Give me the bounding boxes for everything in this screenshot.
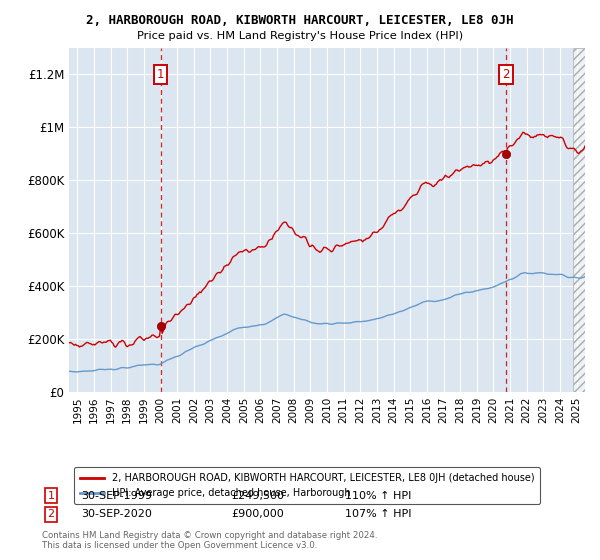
Text: £900,000: £900,000 xyxy=(231,509,284,519)
Text: 2: 2 xyxy=(47,509,55,519)
Text: 1: 1 xyxy=(157,68,164,81)
Legend: 2, HARBOROUGH ROAD, KIBWORTH HARCOURT, LEICESTER, LE8 0JH (detached house), HPI:: 2, HARBOROUGH ROAD, KIBWORTH HARCOURT, L… xyxy=(74,468,540,504)
Bar xyxy=(572,48,589,392)
Text: 110% ↑ HPI: 110% ↑ HPI xyxy=(345,491,412,501)
Text: 30-SEP-2020: 30-SEP-2020 xyxy=(81,509,152,519)
Text: Price paid vs. HM Land Registry's House Price Index (HPI): Price paid vs. HM Land Registry's House … xyxy=(137,31,463,41)
Text: 107% ↑ HPI: 107% ↑ HPI xyxy=(345,509,412,519)
Text: 1: 1 xyxy=(47,491,55,501)
Bar xyxy=(572,48,589,392)
Text: Contains HM Land Registry data © Crown copyright and database right 2024.
This d: Contains HM Land Registry data © Crown c… xyxy=(42,530,377,550)
Text: 2, HARBOROUGH ROAD, KIBWORTH HARCOURT, LEICESTER, LE8 0JH: 2, HARBOROUGH ROAD, KIBWORTH HARCOURT, L… xyxy=(86,14,514,27)
Text: 2: 2 xyxy=(502,68,509,81)
Text: 30-SEP-1999: 30-SEP-1999 xyxy=(81,491,152,501)
Text: £249,500: £249,500 xyxy=(231,491,284,501)
